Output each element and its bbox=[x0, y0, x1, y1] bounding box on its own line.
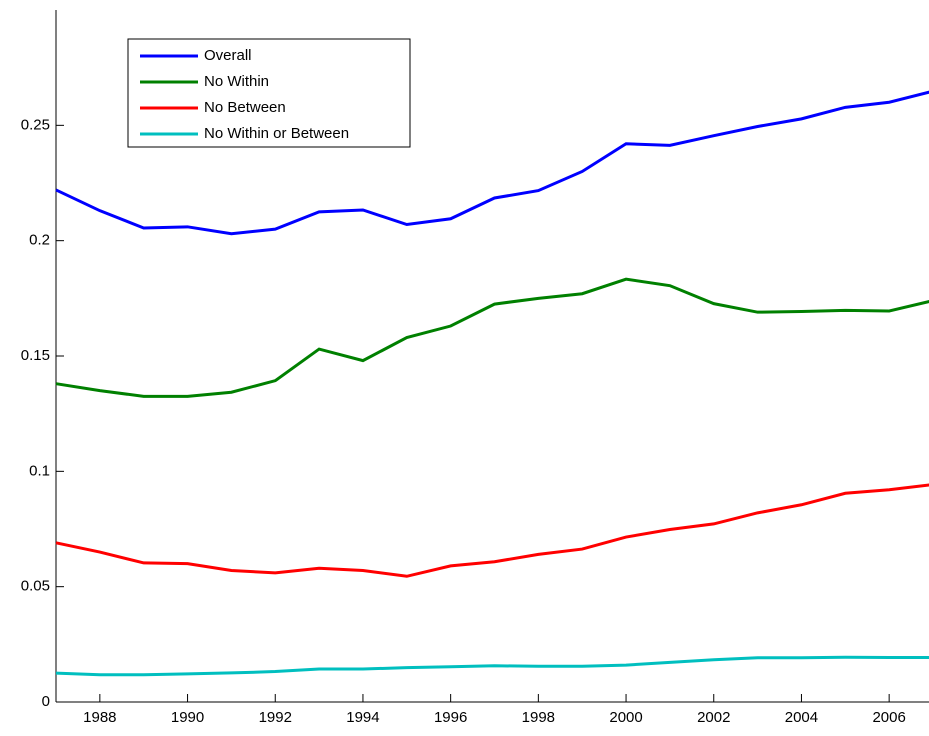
y-tick-label: 0 bbox=[42, 693, 50, 710]
series-line bbox=[55, 655, 929, 677]
legend-label: No Within or Between bbox=[204, 125, 349, 142]
x-tick-label: 1994 bbox=[346, 709, 379, 726]
x-tick-label: 2004 bbox=[785, 709, 818, 726]
y-tick-label: 0.2 bbox=[29, 232, 50, 249]
legend-label: No Within bbox=[204, 73, 269, 90]
y-tick-label: 0.15 bbox=[21, 347, 50, 364]
x-tick-label: 1998 bbox=[522, 709, 555, 726]
y-tick-label: 0.05 bbox=[21, 578, 50, 595]
series-line bbox=[55, 483, 929, 578]
series-line bbox=[55, 90, 929, 236]
x-tick-label: 1992 bbox=[259, 709, 292, 726]
x-tick-label: 2000 bbox=[609, 709, 642, 726]
x-tick-label: 1990 bbox=[171, 709, 204, 726]
series-line bbox=[55, 277, 929, 398]
x-tick-label: 1996 bbox=[434, 709, 467, 726]
y-tick-label: 0.25 bbox=[21, 116, 50, 133]
x-tick-label: 1988 bbox=[83, 709, 116, 726]
legend-label: No Between bbox=[204, 99, 286, 116]
x-tick-label: 2002 bbox=[697, 709, 730, 726]
legend-label: Overall bbox=[204, 47, 252, 64]
x-tick-label: 2006 bbox=[872, 709, 905, 726]
y-tick-label: 0.1 bbox=[29, 462, 50, 479]
legend-box bbox=[127, 38, 411, 148]
